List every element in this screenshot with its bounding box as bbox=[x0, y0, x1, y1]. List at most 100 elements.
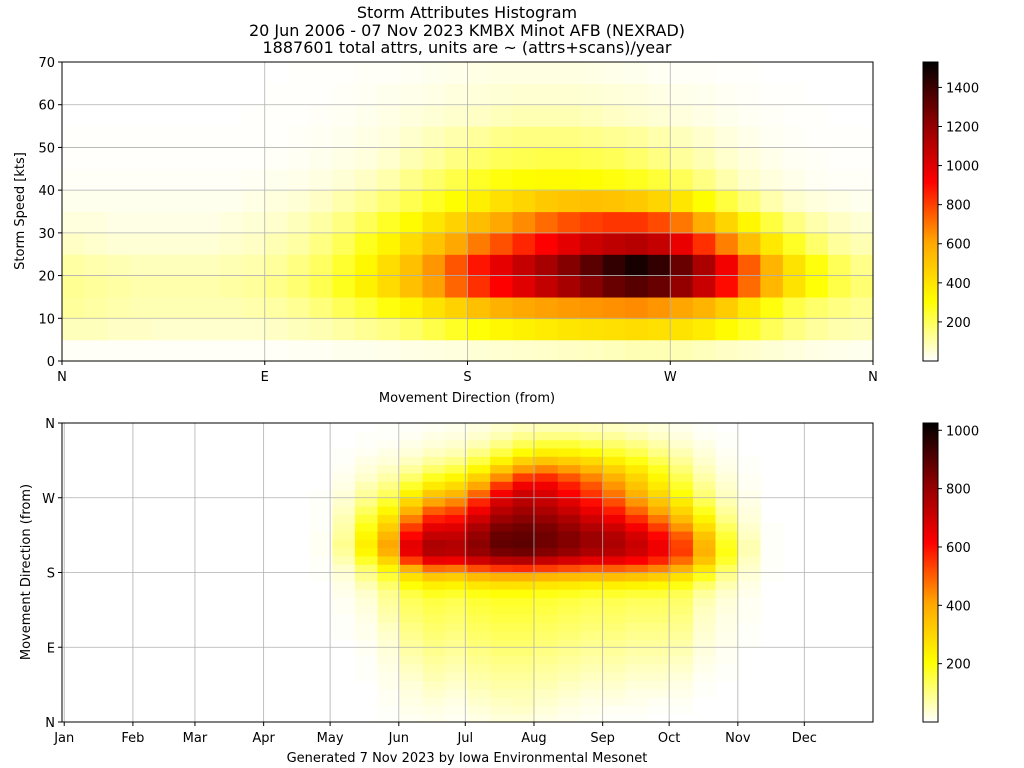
heatmap-cell bbox=[354, 431, 379, 441]
heatmap-cell bbox=[400, 672, 424, 682]
heatmap-cell bbox=[647, 126, 671, 149]
heatmap-cell bbox=[692, 630, 717, 640]
heatmap-cell bbox=[129, 190, 153, 213]
heatmap-cell bbox=[84, 211, 108, 234]
heatmap-cell bbox=[445, 555, 469, 565]
heatmap-cell bbox=[512, 296, 536, 319]
heatmap-cell bbox=[512, 539, 536, 549]
heatmap-cell bbox=[444, 254, 469, 277]
heatmap-cell bbox=[737, 232, 761, 255]
heatmap-cell bbox=[467, 564, 491, 574]
heatmap-cell bbox=[715, 647, 739, 657]
heatmap-cell bbox=[287, 318, 311, 341]
heatmap-cell bbox=[805, 126, 829, 149]
heatmap-cell bbox=[580, 254, 604, 277]
heatmap-cell bbox=[850, 232, 874, 255]
heatmap-cell bbox=[467, 597, 491, 607]
heatmap-cell bbox=[332, 497, 356, 507]
heatmap-cell bbox=[512, 339, 536, 362]
heatmap-cell bbox=[670, 83, 694, 106]
heatmap-cell bbox=[377, 126, 401, 149]
heatmap-cell bbox=[557, 318, 581, 341]
heatmap-cell bbox=[332, 296, 356, 319]
heatmap-cell bbox=[625, 254, 649, 277]
heatmap-cell bbox=[557, 211, 581, 234]
heatmap-cell bbox=[647, 705, 672, 715]
heatmap-cell bbox=[467, 630, 491, 640]
heatmap-cell bbox=[670, 555, 694, 565]
x-tick-label: Aug bbox=[521, 731, 546, 746]
heatmap-cell bbox=[422, 705, 446, 715]
heatmap-cell bbox=[377, 589, 401, 599]
heatmap-cell bbox=[445, 614, 469, 623]
heatmap-cell bbox=[467, 506, 491, 515]
heatmap-cell bbox=[490, 447, 514, 457]
heatmap-cell bbox=[377, 605, 401, 615]
heatmap-cell bbox=[174, 254, 198, 277]
heatmap-cell bbox=[647, 423, 672, 432]
heatmap-cell bbox=[152, 126, 176, 149]
heatmap-cell bbox=[647, 630, 672, 640]
heatmap-cell bbox=[422, 564, 446, 574]
colorbar-tick-label: 1400 bbox=[946, 81, 979, 96]
heatmap-cell bbox=[444, 318, 469, 341]
heatmap-cell bbox=[490, 190, 514, 213]
heatmap-cell bbox=[287, 126, 311, 149]
heatmap-cell bbox=[737, 190, 761, 213]
heatmap-cell bbox=[445, 456, 469, 466]
heatmap-cell bbox=[354, 630, 379, 640]
heatmap-cell bbox=[625, 647, 649, 657]
heatmap-cell bbox=[602, 530, 626, 540]
heatmap-cell bbox=[625, 62, 649, 84]
heatmap-cell bbox=[422, 713, 446, 723]
heatmap-cell bbox=[535, 713, 559, 723]
heatmap-cell bbox=[490, 147, 514, 170]
x-tick-label: Jul bbox=[456, 731, 473, 746]
heatmap-cell bbox=[512, 614, 536, 623]
heatmap-cell bbox=[580, 564, 604, 574]
heatmap-cell bbox=[287, 275, 311, 298]
heatmap-cell bbox=[625, 539, 649, 549]
heatmap-cell bbox=[287, 211, 311, 234]
heatmap-cell bbox=[580, 663, 604, 673]
heatmap-cell bbox=[242, 211, 266, 234]
heatmap-cell bbox=[535, 638, 559, 648]
heatmap-cell bbox=[354, 456, 379, 466]
heatmap-cell bbox=[422, 514, 446, 524]
top-colorbar-bar bbox=[922, 61, 939, 362]
heatmap-cell bbox=[332, 339, 356, 362]
heatmap-cell bbox=[827, 211, 852, 234]
heatmap-cell bbox=[490, 539, 514, 549]
heatmap-cell bbox=[580, 104, 604, 127]
heatmap-cell bbox=[512, 472, 536, 482]
heatmap-cell bbox=[535, 530, 559, 540]
heatmap-cell bbox=[625, 168, 649, 191]
heatmap-cell bbox=[354, 339, 378, 362]
heatmap-cell bbox=[287, 339, 311, 362]
heatmap-cell bbox=[377, 447, 401, 457]
heatmap-cell bbox=[490, 705, 514, 715]
heatmap-cell bbox=[422, 647, 446, 657]
heatmap-cell bbox=[850, 190, 874, 213]
heatmap-cell bbox=[422, 83, 446, 106]
heatmap-cell bbox=[670, 211, 694, 234]
heatmap-cell bbox=[467, 547, 491, 557]
heatmap-cell bbox=[354, 663, 379, 673]
heatmap-cell bbox=[827, 190, 852, 213]
heatmap-cell bbox=[197, 190, 221, 213]
heatmap-cell bbox=[692, 622, 717, 632]
heatmap-cell bbox=[445, 572, 469, 582]
heatmap-cell bbox=[580, 497, 604, 507]
heatmap-cell bbox=[422, 605, 446, 615]
heatmap-cell bbox=[197, 254, 221, 277]
heatmap-cell bbox=[332, 547, 356, 557]
heatmap-cell bbox=[219, 275, 243, 298]
heatmap-cell bbox=[219, 296, 243, 319]
heatmap-cell bbox=[692, 464, 717, 474]
heatmap-cell bbox=[580, 605, 604, 615]
heatmap-cell bbox=[490, 506, 514, 515]
heatmap-cell bbox=[309, 275, 333, 298]
heatmap-cell bbox=[377, 697, 401, 706]
heatmap-cell bbox=[782, 254, 807, 277]
heatmap-cell bbox=[557, 514, 581, 524]
